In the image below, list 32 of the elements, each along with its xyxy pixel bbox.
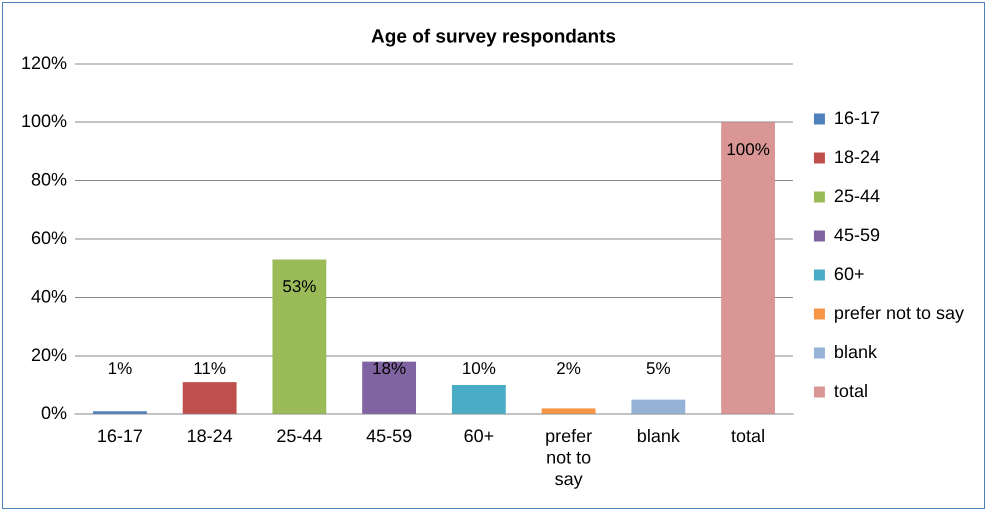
data-label: 5% <box>646 358 671 378</box>
data-label: 10% <box>462 358 496 378</box>
y-tick-label: 0% <box>41 403 68 424</box>
x-tick-label: 60+ <box>464 426 494 446</box>
data-label: 100% <box>726 140 770 159</box>
y-tick-label: 120% <box>20 52 68 73</box>
legend-label: 25-44 <box>834 186 880 206</box>
y-tick-label: 40% <box>31 286 68 306</box>
legend-label: 16-17 <box>834 108 880 128</box>
legend-label: 18-24 <box>834 146 880 167</box>
legend-label: blank <box>834 342 878 362</box>
x-tick-label: 16-17 <box>96 426 143 446</box>
y-tick-label: 60% <box>31 228 68 248</box>
y-tick-label: 100% <box>20 111 68 132</box>
x-tick-label: 25-44 <box>276 426 322 446</box>
data-label: 11% <box>193 358 226 378</box>
data-label: 1% <box>108 358 132 378</box>
data-label: 18% <box>372 358 406 378</box>
legend-label: prefer not to say <box>834 302 964 323</box>
data-label: 53% <box>282 277 316 296</box>
x-tick-label: total <box>731 426 766 446</box>
chart-title: Age of survey respondants <box>371 26 616 48</box>
legend-label: 45-59 <box>834 224 880 245</box>
x-tick-label: prefer not to say <box>545 426 592 490</box>
x-tick-label: blank <box>636 426 681 446</box>
y-tick-label: 80% <box>31 170 68 190</box>
x-tick-label: 18-24 <box>186 426 233 446</box>
legend-label: total <box>834 380 868 401</box>
data-label: 2% <box>556 358 581 378</box>
x-tick-label: 45-59 <box>366 426 412 446</box>
legend-label: 60+ <box>834 264 864 284</box>
y-tick-label: 20% <box>31 344 68 365</box>
